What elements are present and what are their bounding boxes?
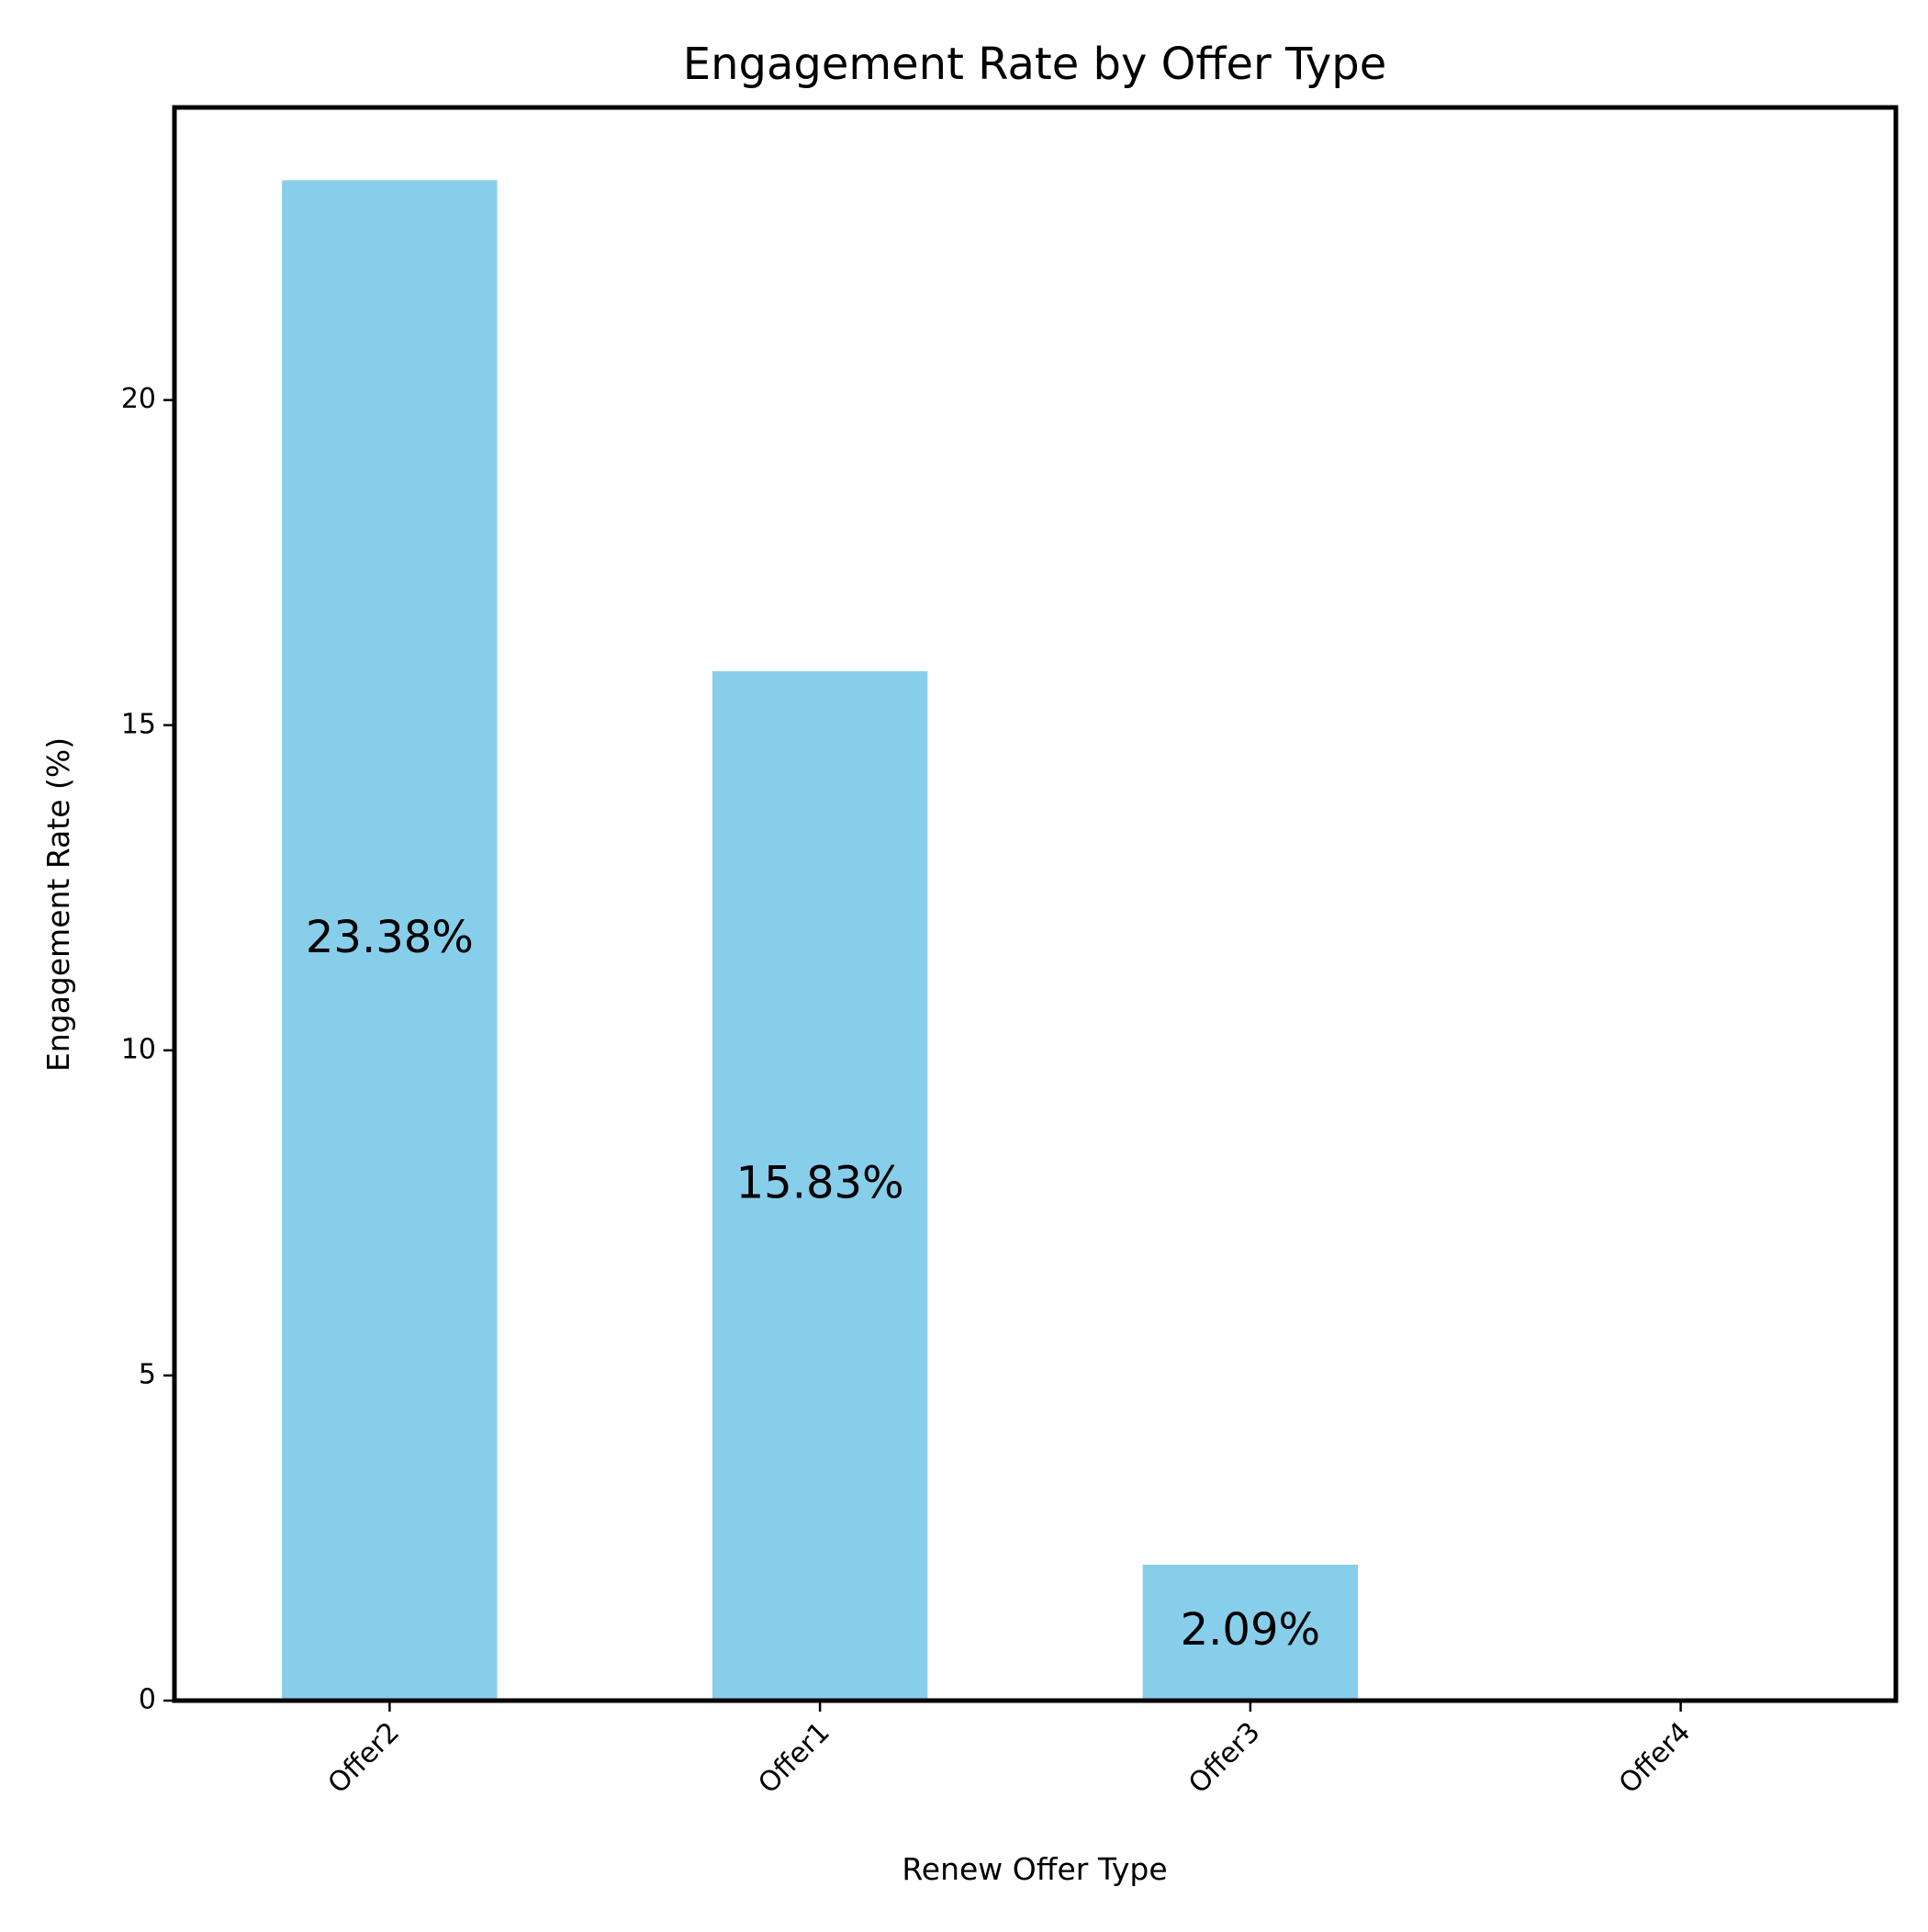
bar-offer1: [712, 670, 928, 1701]
x-axis-title: Renew Offer Type: [902, 1851, 1167, 1887]
y-tick-label: 5: [139, 1358, 156, 1390]
bars-layer: [282, 180, 1359, 1701]
x-tick-label: Offer2: [322, 1716, 406, 1800]
bar-offer2: [282, 180, 498, 1701]
y-tick-label: 10: [121, 1033, 156, 1065]
y-tick-label: 20: [121, 383, 156, 415]
x-tick-label: Offer3: [1183, 1716, 1266, 1800]
x-tick-label: Offer4: [1613, 1716, 1697, 1800]
y-tick-label: 15: [121, 708, 156, 740]
y-axis-title: Engagement Rate (%): [40, 737, 76, 1072]
y-tick-label: 0: [139, 1684, 156, 1716]
bar-labels-layer: 23.38% 15.83% 2.09%: [306, 912, 1320, 1656]
bar-value-label: 2.09%: [1181, 1604, 1320, 1656]
plot-frame: [172, 105, 1899, 1703]
bar-offer3: [1142, 1564, 1359, 1701]
chart-title: Engagement Rate by Offer Type: [683, 39, 1387, 90]
bar-value-label: 15.83%: [736, 1157, 904, 1208]
x-tick-label: Offer1: [752, 1716, 835, 1800]
bar-value-label: 23.38%: [306, 912, 474, 963]
